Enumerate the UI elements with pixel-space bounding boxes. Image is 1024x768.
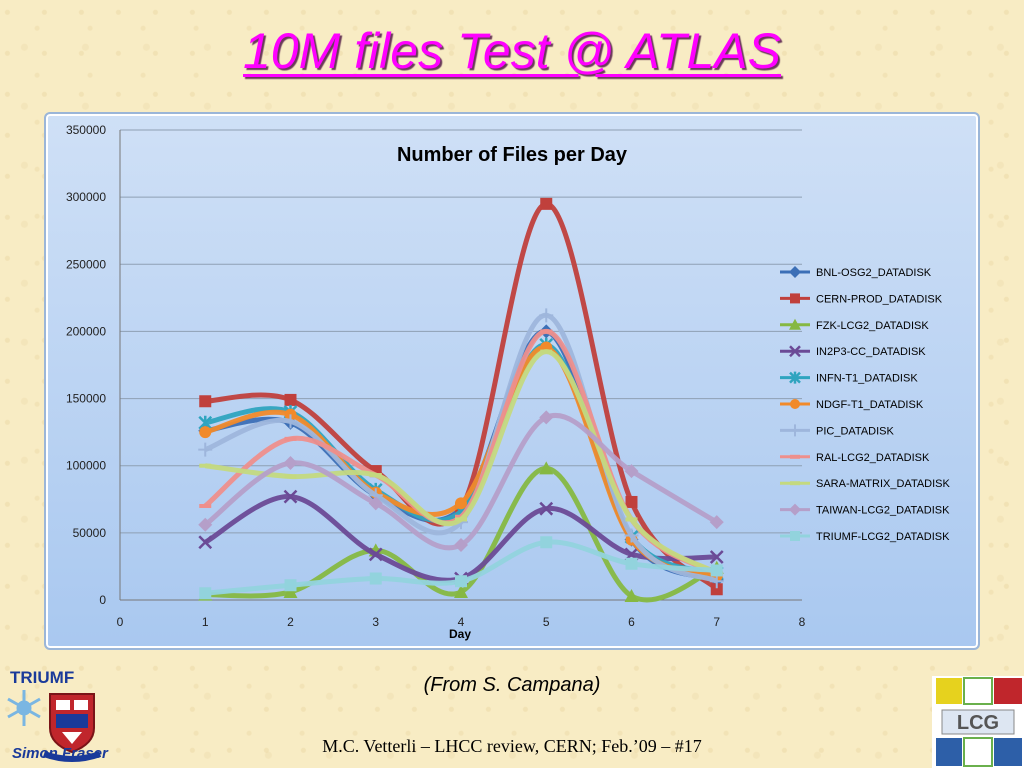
data-point bbox=[454, 537, 468, 552]
data-point bbox=[284, 436, 297, 441]
y-tick-label: 250000 bbox=[66, 257, 106, 271]
data-point bbox=[710, 583, 723, 596]
data-point bbox=[283, 489, 298, 504]
data-point bbox=[455, 575, 467, 588]
x-tick-label: 8 bbox=[799, 615, 806, 629]
data-point bbox=[539, 410, 554, 425]
data-point bbox=[283, 584, 298, 598]
legend-entry: PIC_DATADISK bbox=[816, 425, 894, 437]
slide-footer: M.C. Vetterli – LHCC review, CERN; Feb.’… bbox=[322, 736, 702, 756]
data-point bbox=[199, 587, 212, 600]
legend-swatch-marker bbox=[790, 293, 800, 304]
legend-entry: INFN-T1_DATADISK bbox=[816, 373, 918, 385]
data-point bbox=[625, 495, 638, 508]
y-tick-label: 50000 bbox=[73, 526, 107, 540]
data-point bbox=[539, 501, 554, 516]
data-point bbox=[624, 528, 639, 543]
slide-title: 10M files Test @ ATLAS bbox=[243, 23, 781, 79]
data-point bbox=[283, 456, 298, 471]
y-tick-label: 300000 bbox=[66, 190, 106, 204]
x-tick-label: 0 bbox=[117, 615, 124, 629]
y-tick-label: 0 bbox=[99, 593, 106, 607]
legend-swatch-marker bbox=[789, 371, 801, 384]
legend-swatch-marker bbox=[790, 454, 800, 459]
x-tick-label: 4 bbox=[458, 615, 465, 629]
legend-swatch-marker bbox=[789, 266, 801, 278]
data-point bbox=[199, 426, 212, 439]
data-point bbox=[369, 473, 382, 478]
x-tick-label: 2 bbox=[287, 615, 294, 629]
chart-frame: 0 50000 100000 150000 200000 250000 300000 3500… bbox=[44, 112, 980, 650]
data-point bbox=[199, 463, 212, 468]
legend-entry: TRIUMF-LCG2_DATADISK bbox=[816, 531, 950, 543]
legend-swatch-marker bbox=[789, 503, 801, 516]
x-tick-label: 5 bbox=[543, 615, 550, 629]
data-point bbox=[199, 395, 212, 408]
legend-entry: BNL-OSG2_DATADISK bbox=[816, 267, 932, 279]
data-point bbox=[709, 515, 724, 530]
data-point bbox=[454, 584, 468, 598]
legend-entry: IN2P3-CC_DATADISK bbox=[816, 346, 926, 358]
data-point bbox=[539, 461, 554, 475]
data-point bbox=[625, 517, 638, 522]
legend-entry: NDGF-T1_DATADISK bbox=[816, 399, 924, 411]
y-tick-label: 200000 bbox=[66, 324, 106, 338]
sfu-logo-text: Simon Fraser bbox=[12, 745, 108, 762]
data-point bbox=[368, 547, 383, 562]
x-axis-label: Day bbox=[449, 627, 471, 641]
x-tick-label: 3 bbox=[372, 615, 379, 629]
data-point bbox=[368, 496, 383, 511]
y-tick-label: 150000 bbox=[66, 392, 106, 406]
lcg-logo-text: LCG bbox=[957, 712, 999, 734]
data-point bbox=[284, 474, 297, 479]
data-point bbox=[539, 308, 554, 323]
legend-entry: SARA-MATRIX_DATADISK bbox=[816, 478, 951, 490]
y-tick-label: 350000 bbox=[66, 123, 106, 137]
data-point bbox=[455, 517, 467, 522]
data-point bbox=[624, 464, 639, 479]
chart-title: Number of Files per Day bbox=[397, 144, 628, 166]
data-point bbox=[709, 574, 724, 589]
data-point bbox=[199, 504, 212, 508]
data-point bbox=[455, 497, 467, 510]
legend-entry: FZK-LCG2_DATADISK bbox=[816, 320, 929, 332]
series-line-2 bbox=[205, 201, 719, 592]
legend-swatch-marker bbox=[790, 531, 800, 541]
y-tick-label: 100000 bbox=[66, 459, 106, 473]
data-point bbox=[540, 197, 553, 210]
data-point bbox=[540, 536, 553, 549]
data-point bbox=[284, 393, 297, 406]
data-point bbox=[198, 442, 213, 457]
legend-swatch-marker bbox=[789, 318, 801, 330]
data-point bbox=[710, 564, 723, 577]
legend-swatch-marker bbox=[789, 424, 801, 437]
data-point bbox=[369, 572, 382, 585]
legend-swatch-marker bbox=[789, 345, 801, 358]
data-point bbox=[709, 550, 724, 564]
x-tick-label: 7 bbox=[713, 615, 720, 629]
data-point bbox=[625, 557, 638, 570]
data-point bbox=[624, 588, 639, 602]
legend-entry: CERN-PROD_DATADISK bbox=[816, 293, 943, 305]
sfu-crest-icon bbox=[7, 690, 102, 762]
data-point bbox=[284, 579, 297, 592]
data-point bbox=[540, 349, 553, 354]
legend-swatch-marker bbox=[790, 399, 800, 409]
data-point bbox=[283, 414, 298, 429]
x-tick-label: 1 bbox=[202, 615, 209, 629]
data-point bbox=[540, 329, 553, 334]
legend-entry: RAL-LCG2_DATADISK bbox=[816, 452, 930, 464]
x-tick-label: 6 bbox=[628, 615, 635, 629]
lcg-logo-icon: LCG bbox=[932, 676, 1024, 768]
source-note: (From S. Campana) bbox=[423, 674, 601, 696]
data-point bbox=[198, 535, 213, 550]
data-point bbox=[198, 517, 213, 532]
line-chart: 0 50000 100000 150000 200000 250000 300000 3500… bbox=[66, 123, 951, 641]
series-line-8 bbox=[203, 328, 719, 576]
legend-entry: TAIWAN-LCG2_DATADISK bbox=[816, 505, 950, 517]
triumf-logo-text: TRIUMF bbox=[10, 668, 75, 687]
legend-swatch-marker bbox=[790, 481, 800, 486]
